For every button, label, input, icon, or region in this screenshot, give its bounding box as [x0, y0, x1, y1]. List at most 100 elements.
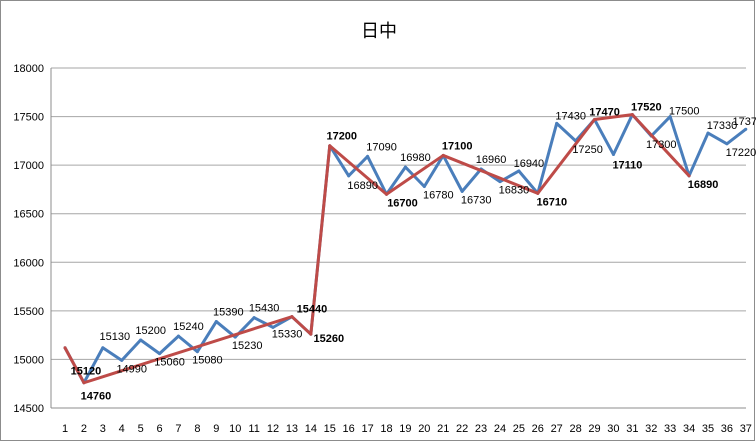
y-tick-label: 17000 [13, 160, 44, 172]
x-tick-label: 33 [664, 423, 676, 435]
x-tick-label: 35 [702, 423, 714, 435]
y-tick-label: 14500 [13, 403, 44, 415]
data-point [422, 185, 426, 189]
x-tick-label: 16 [343, 423, 355, 435]
y-tick-label: 16000 [13, 257, 44, 269]
x-tick-label: 22 [456, 423, 468, 435]
series-layer [63, 113, 748, 385]
data-label: 17370 [733, 116, 756, 128]
x-tick-label: 29 [588, 423, 600, 435]
data-point [498, 180, 502, 184]
data-label: 16940 [514, 158, 545, 170]
data-label: 16730 [461, 194, 492, 206]
data-label: 17430 [555, 110, 586, 122]
x-tick-label: 28 [569, 423, 581, 435]
data-point [593, 117, 597, 121]
y-tick-label: 18000 [13, 63, 44, 75]
data-label-layer: 15120 14760 15130 14990 15200 15060 15240 15080… [71, 102, 756, 403]
x-tick-label: 26 [532, 423, 544, 435]
x-tick-label: 13 [286, 423, 298, 435]
data-label: 17520 [631, 102, 662, 114]
data-label: 17250 [572, 144, 603, 156]
x-tick-label: 20 [418, 423, 430, 435]
data-point [517, 169, 521, 173]
data-point [120, 358, 124, 362]
data-label: 16780 [423, 190, 454, 202]
data-label: 15390 [213, 307, 244, 319]
data-point [252, 316, 256, 320]
y-tick-label: 15500 [13, 306, 44, 318]
data-point [403, 165, 407, 169]
data-label: 16980 [400, 152, 431, 164]
data-point [63, 346, 67, 350]
data-label: 17500 [669, 106, 700, 118]
data-label: 16960 [476, 154, 507, 166]
data-point [158, 352, 162, 356]
x-tick-label: 7 [175, 423, 181, 435]
x-tick-label: 2 [81, 423, 87, 435]
x-tick-label: 24 [494, 423, 506, 435]
data-label: 16890 [347, 180, 378, 192]
data-label: 15120 [71, 366, 102, 378]
data-point [309, 332, 313, 336]
x-tick-label: 32 [645, 423, 657, 435]
data-label: 15130 [100, 331, 131, 343]
x-tick-label: 15 [324, 423, 336, 435]
data-label: 17200 [326, 131, 357, 143]
x-tick-label: 1 [62, 423, 68, 435]
x-tick-label: 21 [437, 423, 449, 435]
x-tick-label: 17 [361, 423, 373, 435]
data-label: 15440 [297, 304, 328, 316]
x-tick-label: 18 [380, 423, 392, 435]
data-label: 17330 [707, 120, 738, 132]
x-tick-label: 34 [683, 423, 695, 435]
x-tick-label: 8 [194, 423, 200, 435]
x-tick-label: 30 [607, 423, 619, 435]
data-point [139, 338, 143, 342]
x-tick-label: 14 [305, 423, 317, 435]
data-point [82, 381, 86, 385]
data-label: 17100 [442, 140, 473, 152]
data-point [611, 152, 615, 156]
data-point [725, 142, 729, 146]
x-tick-label: 25 [513, 423, 525, 435]
data-point [460, 189, 464, 193]
data-point [271, 325, 275, 329]
x-tick-label: 11 [248, 423, 259, 435]
data-point [347, 174, 351, 178]
x-tick-label: 31 [626, 423, 638, 435]
x-tick-label: 23 [475, 423, 487, 435]
data-point [441, 153, 445, 157]
data-label: 17090 [366, 141, 397, 153]
x-tick-label: 10 [229, 423, 241, 435]
x-tick-label: 6 [156, 423, 162, 435]
data-point [687, 174, 691, 178]
data-label: 17470 [589, 106, 620, 118]
x-tick-label: 27 [551, 423, 563, 435]
data-label: 15260 [314, 333, 345, 345]
data-label: 15430 [249, 303, 280, 315]
data-point [744, 127, 748, 131]
x-tick-label: 5 [138, 423, 144, 435]
data-point [384, 192, 388, 196]
y-tick-label: 17500 [13, 112, 44, 124]
data-point [101, 346, 105, 350]
data-point [706, 131, 710, 135]
data-label: 15200 [135, 325, 166, 337]
data-label: 15240 [173, 321, 204, 333]
data-point [536, 191, 540, 195]
data-point [555, 121, 559, 125]
data-point [195, 350, 199, 354]
y-tick-label: 16500 [13, 209, 44, 221]
data-label: 16830 [499, 185, 530, 197]
data-point [668, 115, 672, 119]
data-label: 16890 [688, 179, 719, 191]
data-point [290, 315, 294, 319]
data-label: 15080 [192, 355, 223, 367]
data-label: 17220 [726, 147, 756, 159]
data-label: 15060 [154, 357, 185, 369]
data-label: 15330 [272, 328, 303, 340]
data-label: 17300 [646, 139, 677, 151]
data-label: 17110 [612, 159, 642, 171]
